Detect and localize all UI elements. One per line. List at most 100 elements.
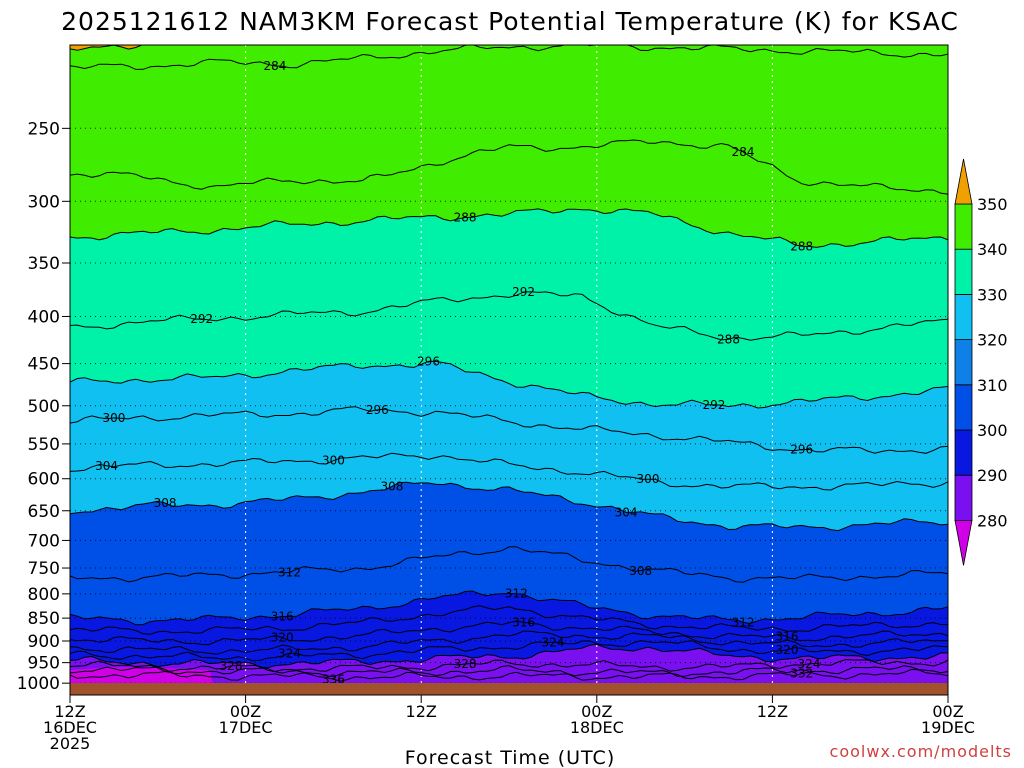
isoline-288 — [70, 659, 948, 673]
contour-label: 324 — [278, 646, 301, 660]
contour-label: 332 — [790, 667, 813, 681]
colorbar-label: 300 — [977, 421, 1008, 440]
colorbar-segment — [954, 248, 973, 295]
contour-label: 312 — [505, 587, 528, 601]
isoline-312 — [70, 452, 948, 491]
isoline-298 — [70, 605, 948, 635]
contour-label: 292 — [512, 285, 535, 299]
isoline-286 — [70, 665, 948, 678]
contour-label: 328 — [454, 657, 477, 671]
y-tick-label: 300 — [28, 192, 60, 212]
y-tick-label: 250 — [28, 119, 60, 139]
y-tick-label: 350 — [28, 254, 60, 274]
theta-band — [70, 406, 948, 490]
contour-label: 336 — [322, 672, 345, 686]
contour-label: 292 — [190, 312, 213, 326]
x-tick-label: 12Z — [406, 702, 437, 721]
theta-band — [70, 631, 948, 661]
isoline-294 — [70, 630, 948, 655]
isoline-308 — [70, 481, 948, 532]
x-tick-label: 19DEC — [921, 718, 975, 737]
credit-text: coolwx.com/modelts — [830, 742, 1012, 761]
colorbar-segment — [954, 203, 973, 250]
colorbar-label: 280 — [977, 511, 1008, 530]
contour-label: 316 — [512, 615, 535, 629]
theta-band — [70, 453, 948, 531]
isoline-336 — [70, 45, 948, 70]
contour-label: 328 — [220, 659, 243, 673]
x-tick-label: 16DEC — [43, 718, 97, 737]
theta-band — [70, 291, 948, 408]
colorbar: 280 290 300 310 320 330 340 350 — [954, 158, 1008, 566]
contour-label: 288 — [454, 211, 477, 225]
contour-label: 324 — [541, 635, 564, 649]
theta-band — [70, 640, 948, 668]
isoline-292 — [70, 640, 948, 662]
theta-band — [70, 361, 948, 454]
theta-band — [70, 482, 948, 583]
dotted-grid — [70, 45, 948, 695]
colorbar-label: 330 — [977, 285, 1008, 304]
y-tick-label: 500 — [28, 397, 60, 417]
contour-label: 304 — [615, 505, 638, 519]
colorbar-segment — [954, 429, 973, 476]
theta-band — [70, 546, 948, 625]
y-axis-ticks: 250 300 350 400 450 500 550 600 650 700 750 800 850 9… — [17, 119, 70, 694]
contour-label: 320 — [271, 631, 294, 645]
theta-band — [70, 208, 948, 341]
contour-label: 284 — [263, 59, 286, 73]
y-tick-label: 450 — [28, 355, 60, 375]
isoline-304 — [70, 546, 948, 583]
y-tick-label: 650 — [28, 502, 60, 522]
contour-label: 324 — [798, 657, 821, 671]
contour-label: 312 — [278, 566, 301, 580]
y-tick-label: 600 — [28, 470, 60, 490]
y-tick-label: 950 — [28, 654, 60, 674]
ground-surface — [70, 683, 948, 695]
colorbar-label: 320 — [977, 331, 1008, 350]
theta-band — [70, 140, 948, 248]
contour-label: 308 — [154, 496, 177, 510]
contour-label: 312 — [732, 615, 755, 629]
y-tick-label: 850 — [28, 609, 60, 629]
y-tick-label: 900 — [28, 632, 60, 652]
contour-label: 288 — [790, 239, 813, 253]
x-tick-label: 17DEC — [219, 718, 273, 737]
theta-band — [70, 591, 948, 635]
contour-label: 292 — [702, 398, 725, 412]
y-tick-label: 800 — [28, 585, 60, 605]
isoline-300 — [70, 590, 948, 626]
colorbar-label: 350 — [977, 195, 1008, 214]
y-tick-label: 400 — [28, 307, 60, 327]
contour-label: 304 — [95, 459, 118, 473]
colorbar-top-arrow — [954, 158, 973, 205]
contour-label: 296 — [417, 354, 440, 368]
isoline-290 — [70, 643, 948, 669]
colorbar-segment — [954, 293, 973, 340]
x-tick-label: 12Z — [54, 702, 85, 721]
y-tick-label: 550 — [28, 435, 60, 455]
isoline-320 — [70, 360, 948, 409]
contour-label: 320 — [776, 643, 799, 657]
x-tick-label: 12Z — [757, 702, 788, 721]
y-tick-label: 1000 — [17, 674, 60, 694]
contour-label: 300 — [637, 472, 660, 486]
colorbar-bottom-arrow — [954, 520, 973, 566]
y-tick-label: 700 — [28, 531, 60, 551]
isoline-316 — [70, 406, 948, 454]
contour-label: 288 — [717, 332, 740, 346]
theta-band — [70, 45, 948, 195]
contour-label: 300 — [322, 454, 345, 468]
colorbar-segment — [954, 384, 973, 431]
isoline-328 — [70, 208, 948, 248]
theta-isolines — [70, 45, 948, 682]
theta-band — [70, 659, 948, 677]
contour-label: 300 — [102, 411, 125, 425]
theta-band — [70, 605, 948, 645]
isoline-332 — [70, 139, 948, 195]
colorbar-label: 290 — [977, 466, 1008, 485]
